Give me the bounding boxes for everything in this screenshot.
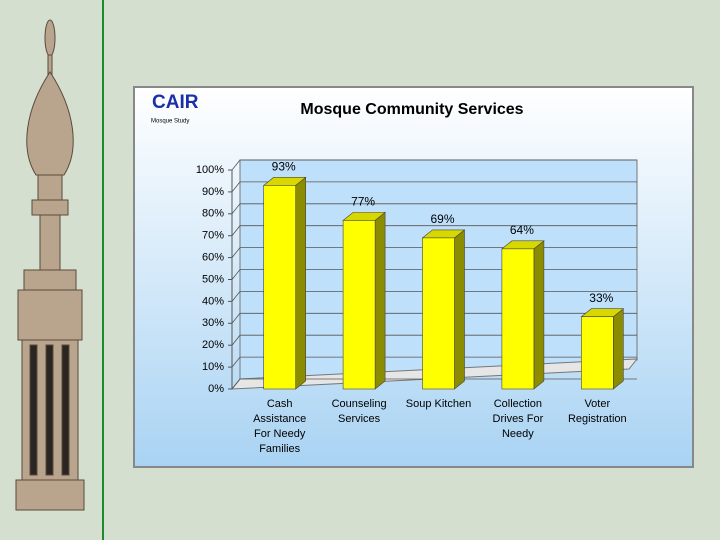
y-tick-label: 60% [202,252,224,264]
bar-side [612,308,624,390]
x-tick-label: Collection Drives For Needy [492,398,544,440]
y-tick-label: 80% [202,208,224,220]
logo-name: CAIR [152,92,199,113]
data-label: 64% [510,223,534,237]
bar [422,237,455,390]
data-label: 69% [430,212,454,226]
y-tick-label: 90% [202,186,224,198]
minaret-illustration [15,19,85,511]
bar [342,220,376,390]
x-tick-label: Soup Kitchen [405,398,472,410]
logo-subtitle: Mosque Study [151,119,189,125]
y-tick-label: 30% [202,317,224,329]
grid-line [231,181,637,193]
y-tick-label: 0% [208,383,224,395]
bar-side [454,229,465,390]
chart-title: Mosque Community Services [300,101,523,118]
y-tick-label: 10% [202,361,224,373]
y-tick-label: 70% [202,230,224,242]
y-tick-label: 100% [196,164,224,176]
data-label: 77% [351,195,375,209]
bar [263,185,297,390]
y-tick-label: 50% [202,273,224,285]
y-tick-label: 40% [202,295,224,307]
grid-line [231,203,637,215]
y-tick-label: 20% [202,339,224,351]
bar [501,248,535,390]
x-tick-label: Counseling Services [331,398,387,425]
data-label: 93% [272,160,296,174]
data-label: 33% [589,291,613,305]
bar-side [295,176,307,390]
grid-line [231,159,637,171]
bar [580,316,614,390]
grid-line [231,225,637,236]
x-tick-label: Voter Registration [567,398,627,425]
bar-side [533,240,545,390]
bar-side [374,211,386,390]
x-tick-label: Cash Assistance For Needy Families [253,398,307,455]
